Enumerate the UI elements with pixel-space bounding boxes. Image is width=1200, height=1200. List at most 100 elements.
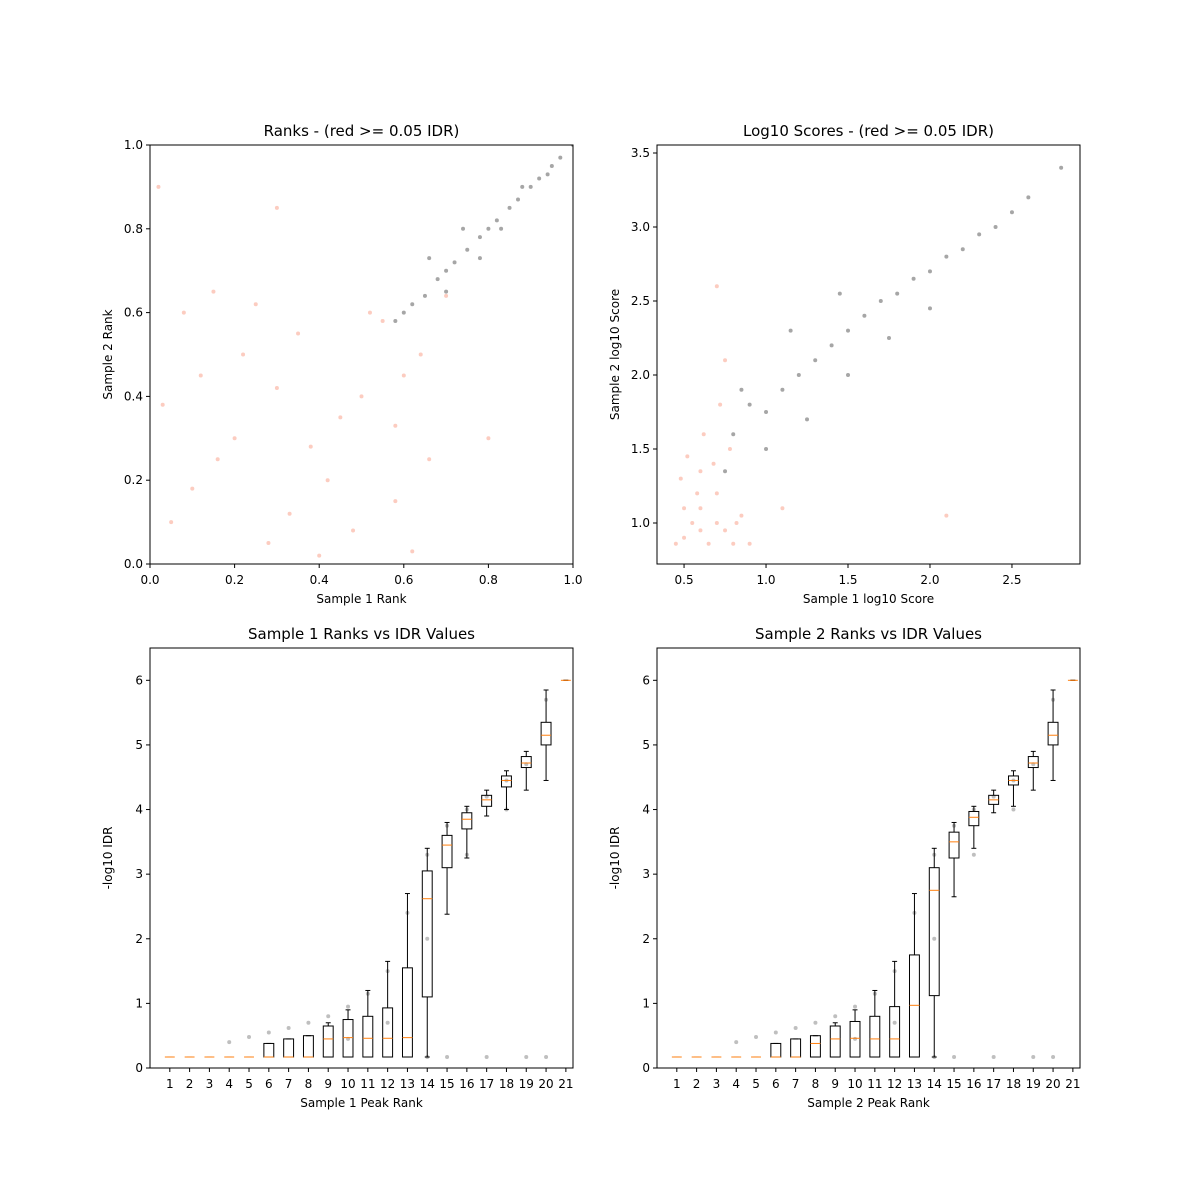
point: [813, 358, 818, 363]
point: [944, 254, 949, 259]
box: [362, 1015, 374, 1058]
point: [537, 176, 542, 181]
point: [701, 432, 706, 437]
y-tick-label: 1: [642, 996, 650, 1010]
point: [895, 291, 900, 296]
point: [393, 423, 398, 428]
point: [829, 343, 834, 348]
x-tick-label: 15: [439, 1077, 454, 1091]
chart-title: Ranks - (red >= 0.05 IDR): [264, 122, 460, 140]
x-axis-label: Sample 1 Peak Rank: [300, 1096, 423, 1110]
point: [1026, 195, 1031, 200]
axes-frame: [656, 647, 1081, 1069]
x-tick-label: 1: [673, 1077, 681, 1091]
point: [754, 1034, 759, 1039]
box: [770, 1042, 782, 1058]
x-tick-label: 11: [867, 1077, 882, 1091]
x-tick-label: 8: [812, 1077, 820, 1091]
x-tick-label: 2: [186, 1077, 194, 1091]
x-tick-label: 4: [732, 1077, 740, 1091]
y-axis-label: Sample 2 Rank: [101, 309, 115, 399]
x-tick-label: 2.5: [1002, 573, 1021, 587]
point: [927, 306, 932, 311]
point: [528, 184, 533, 189]
box: [849, 1020, 861, 1058]
point: [960, 247, 965, 252]
point: [932, 936, 937, 941]
point: [991, 1055, 996, 1060]
point: [1009, 210, 1014, 215]
point: [427, 457, 432, 462]
x-tick-label: 14: [420, 1077, 435, 1091]
x-tick-label: 15: [946, 1077, 961, 1091]
point: [837, 291, 842, 296]
point: [486, 226, 491, 231]
x-tick-label: 13: [907, 1077, 922, 1091]
point: [764, 409, 769, 414]
y-axis-label: Sample 2 log10 Score: [608, 289, 622, 420]
box: [520, 756, 532, 769]
box: [968, 810, 980, 827]
point: [698, 506, 703, 511]
point: [853, 1004, 858, 1009]
point: [274, 205, 279, 210]
box: [322, 1025, 334, 1058]
x-tick-label: 10: [847, 1077, 862, 1091]
box: [342, 1019, 354, 1058]
point: [714, 284, 719, 289]
point: [160, 402, 165, 407]
y-tick-label: 6: [135, 673, 143, 687]
chart-title: Sample 1 Ranks vs IDR Values: [248, 625, 475, 643]
plot-area: [156, 145, 573, 558]
x-tick-label: 7: [792, 1077, 800, 1091]
box: [302, 1035, 314, 1058]
point: [846, 372, 851, 377]
x-tick-label: 21: [1065, 1077, 1080, 1091]
point: [477, 235, 482, 240]
point: [410, 302, 415, 307]
y-tick-label: 2: [642, 932, 650, 946]
x-tick-label: 6: [772, 1077, 780, 1091]
point: [494, 218, 499, 223]
box: [869, 1015, 881, 1058]
point: [805, 417, 810, 422]
point: [418, 352, 423, 357]
box: [1047, 721, 1059, 746]
point: [266, 1030, 271, 1035]
point: [678, 476, 683, 481]
y-tick-label: 3.0: [631, 220, 650, 234]
point: [545, 172, 550, 177]
point: [346, 1004, 351, 1009]
box: [461, 812, 473, 830]
axes-frame: [656, 144, 1081, 565]
point: [351, 528, 356, 533]
point: [445, 1055, 450, 1060]
point: [287, 511, 292, 516]
subplot: 0.5 1.0 1.5 2.0 2.5 1.0 1.5 2.0 2.5 3.0 3.5 Log10 S…: [608, 122, 1081, 606]
x-tick-label: 19: [1026, 1077, 1041, 1091]
x-tick-label: 8: [305, 1077, 313, 1091]
point: [338, 415, 343, 420]
subplot: 0.0 0.2 0.4 0.6 0.8 1.0 0.0 0.2 0.4 0.6 0.8 1.0 Rank…: [101, 122, 583, 606]
x-axis-label: Sample 1 Rank: [316, 592, 406, 606]
point: [274, 386, 279, 391]
x-tick-label: 16: [459, 1077, 474, 1091]
point: [878, 298, 883, 303]
point: [215, 457, 220, 462]
x-tick-label: 4: [225, 1077, 233, 1091]
y-tick-label: 1.0: [124, 138, 143, 152]
point: [425, 936, 430, 941]
point: [444, 268, 449, 273]
y-tick-label: 4: [135, 803, 143, 817]
point: [558, 155, 563, 160]
point: [714, 521, 719, 526]
x-tick-label: 10: [340, 1077, 355, 1091]
point: [971, 852, 976, 857]
x-tick-label: 20: [538, 1077, 553, 1091]
point: [486, 436, 491, 441]
point: [747, 402, 752, 407]
axes-frame: [149, 647, 574, 1069]
x-axis-label: Sample 2 Peak Rank: [807, 1096, 930, 1110]
point: [516, 197, 521, 202]
point: [1051, 1055, 1056, 1060]
